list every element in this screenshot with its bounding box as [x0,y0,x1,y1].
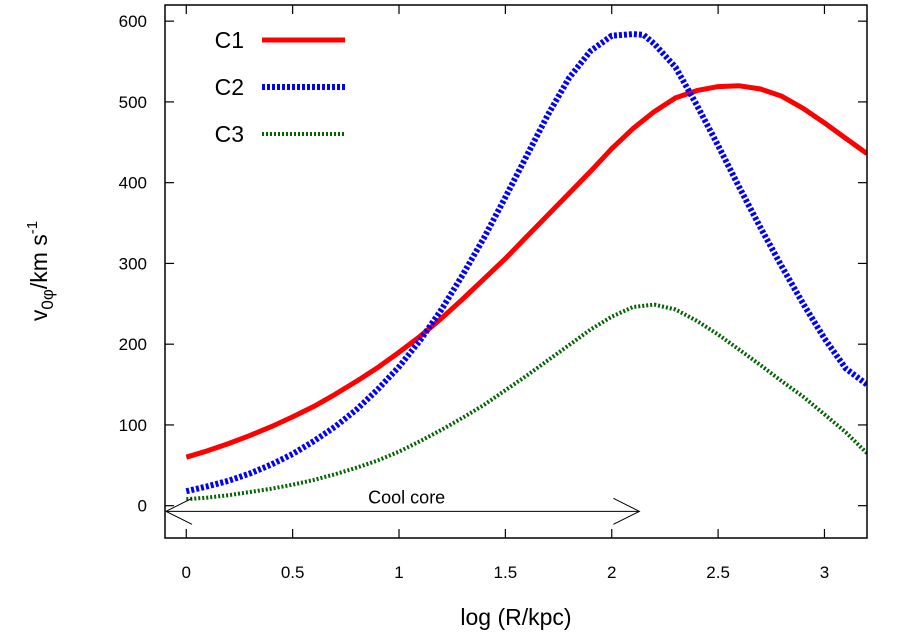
arrow-head-right [613,497,641,525]
y-label-base: v [26,309,52,321]
x-tick-label: 0 [182,563,191,582]
legend: C1 C2 C3 [215,27,345,147]
x-tick-label: 2 [607,563,616,582]
arrow-head-left [164,497,193,525]
y-tick-label: 200 [119,335,147,354]
y-tick-label: 100 [119,416,147,435]
x-tick-label: 2.5 [706,563,730,582]
x-tick-label: 1 [394,563,403,582]
annotation-layer: Cool core [164,487,641,525]
y-tick-label: 500 [119,93,147,112]
series-line-c1 [185,83,867,460]
y-tick-label: 400 [119,174,147,193]
legend-label: C3 [215,121,244,147]
x-tick-label: 0.5 [281,563,305,582]
y-label-sup: -1 [24,221,41,234]
legend-item-c1: C1 [215,27,345,53]
x-tick-label: 1.5 [494,563,518,582]
series-layer [185,31,867,502]
x-axis-label: log (R/kpc) [460,604,571,630]
y-tick-label: 300 [119,254,147,273]
y-tick-label: 600 [119,12,147,31]
plot-frame [164,4,868,539]
legend-label: C1 [215,27,244,53]
series-line-c2 [185,31,867,495]
y-axis-label: v0φ/km s-1 [24,221,57,321]
cool-core-arrow: Cool core [164,487,641,525]
legend-item-c3: C3 [215,121,345,147]
ticks-layer: 0 0.5 1 1.5 2 2.5 3 0 100 200 300 400 500 600 [119,5,867,582]
legend-item-c2: C2 [215,74,345,100]
legend-label: C2 [215,74,244,100]
series-line-c3 [186,302,867,502]
cool-core-label: Cool core [368,487,445,507]
y-tick-label: 0 [138,497,147,516]
y-label-unit: /km s [26,234,52,289]
x-tick-label: 3 [820,563,829,582]
y-label-sub: 0φ [38,289,57,309]
